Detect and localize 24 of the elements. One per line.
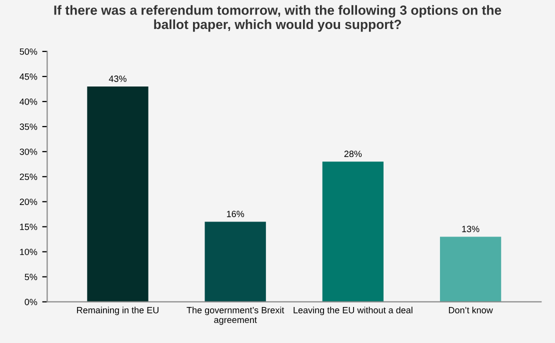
- data-label: 13%: [462, 226, 480, 232]
- y-tick-label: 0%: [24, 298, 38, 306]
- bar: [204, 222, 266, 302]
- y-tick-label: 45%: [20, 73, 38, 80]
- y-tick-label: 30%: [20, 148, 38, 155]
- data-label: 43%: [108, 76, 126, 82]
- x-tick-label: Don’t know: [448, 306, 493, 314]
- y-tick-label: 25%: [20, 174, 38, 180]
- y-tick-label: 10%: [20, 248, 38, 256]
- y-tick-label: 5%: [24, 274, 38, 280]
- bar: [322, 162, 384, 302]
- bar: [87, 86, 148, 302]
- x-tick-label: Remaining in the EU: [77, 306, 158, 316]
- y-tick-label: 35%: [20, 124, 38, 130]
- data-label: 28%: [344, 150, 362, 158]
- bar: [440, 236, 502, 302]
- chart-title: If there was a referendum tomorrow, with the following 3 options on the ballot paper, which would you support?: [54, 5, 502, 32]
- y-tick-label: 50%: [20, 48, 38, 55]
- data-label: 16%: [227, 210, 244, 218]
- x-tick-label: The government’s Brexit agreement: [186, 306, 284, 325]
- y-tick-label: 15%: [20, 224, 38, 230]
- y-tick-label: 40%: [20, 98, 38, 105]
- y-tick-label: 20%: [20, 198, 38, 206]
- x-tick-label: Leaving the EU without a deal: [294, 306, 412, 316]
